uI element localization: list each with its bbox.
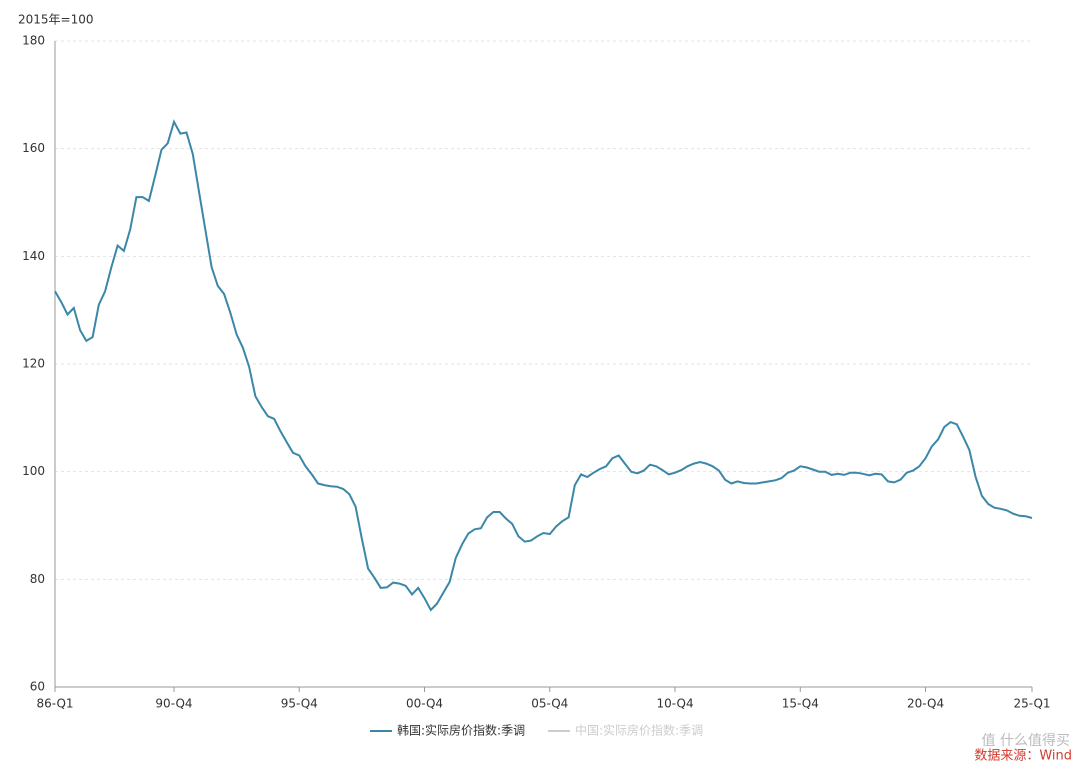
x-tick-label: 20-Q4 [907,697,944,711]
x-tick-label: 00-Q4 [406,697,443,711]
x-tick-label: 05-Q4 [531,697,568,711]
x-tick-label: 25-Q1 [1013,697,1050,711]
y-tick-label: 180 [22,34,45,48]
x-tick-label: 15-Q4 [782,697,819,711]
y-tick-label: 80 [30,572,45,586]
source: 数据来源：Wind [974,749,1072,764]
y-axis-unit: 2015年=100 [18,13,94,27]
y-tick-label: 140 [22,249,45,263]
legend-label: 韩国:实际房价指数:季调 [397,723,525,738]
y-tick-label: 100 [22,464,45,478]
x-tick-label: 10-Q4 [656,697,693,711]
watermark: 值 什么值得买 [982,732,1070,749]
y-tick-label: 60 [30,680,45,694]
y-tick-label: 120 [22,357,45,371]
series-line [54,119,1033,612]
x-tick-label: 95-Q4 [281,697,318,711]
x-tick-label: 90-Q4 [155,697,192,711]
legend-label: 中国:实际房价指数:季调 [575,723,703,738]
x-tick-label: 86-Q1 [36,697,73,711]
y-tick-label: 160 [22,141,45,155]
